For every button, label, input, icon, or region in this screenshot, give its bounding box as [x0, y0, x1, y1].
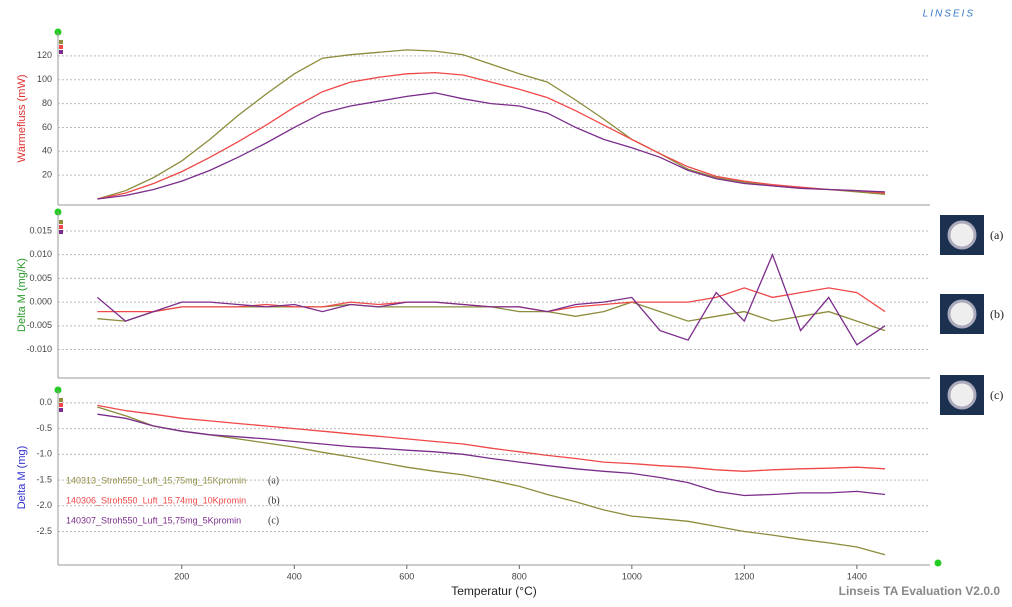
series-swatch	[59, 408, 63, 412]
y-tick-label: -0.005	[26, 320, 52, 330]
y-axis-label: Delta M (mg/K)	[16, 258, 28, 332]
photo-crucible	[947, 220, 977, 250]
photo-label: (b)	[990, 307, 1004, 321]
y-tick-label: 20	[42, 170, 52, 180]
photo-crucible	[947, 380, 977, 410]
y-axis-label: Delta M (mg)	[16, 446, 28, 510]
legend-tag: (a)	[268, 475, 279, 486]
y-tick-label: -0.010	[26, 344, 52, 354]
y-tick-label: 0.000	[29, 296, 52, 306]
photo-label: (a)	[990, 228, 1003, 242]
data-line	[97, 287, 886, 313]
y-tick-label: -1.5	[36, 474, 52, 484]
footer: Linseis TA Evaluation V2.0.0	[839, 584, 1001, 598]
x-tick-label: 1200	[734, 571, 754, 581]
y-tick-label: 0.005	[29, 273, 52, 283]
logo: LINSEIS	[923, 9, 975, 20]
y-tick-label: -0.5	[36, 423, 52, 433]
sample-photos	[940, 215, 984, 415]
y-tick-label: -1.0	[36, 449, 52, 459]
photo-crucible	[947, 299, 977, 329]
data-line	[97, 49, 886, 200]
y-tick-label: 100	[37, 74, 52, 84]
series-swatch	[59, 230, 63, 234]
photo-label: (c)	[990, 388, 1003, 402]
x-tick-label: 200	[174, 571, 189, 581]
series-swatch	[59, 40, 63, 44]
x-tick-label: 800	[512, 571, 527, 581]
data-line	[97, 406, 886, 556]
series-swatch	[59, 45, 63, 49]
y-tick-label: -2.0	[36, 500, 52, 510]
series-swatch	[59, 50, 63, 54]
legend-entry: 140306_Stroh550_Luft_15,74mg_10Kpromin	[66, 495, 246, 505]
legend-tag: (b)	[268, 495, 280, 506]
data-line	[97, 404, 886, 472]
data-line	[96, 252, 886, 346]
y-tick-label: 40	[42, 146, 52, 156]
legend-entry: 140307_Stroh550_Luft_15,75mg_5Kpromin	[66, 515, 241, 525]
series-swatch	[59, 398, 63, 402]
series-swatch	[59, 225, 63, 229]
x-tick-label: 400	[287, 571, 302, 581]
y-tick-label: 0.015	[29, 225, 52, 235]
legend-entry: 140313_Stroh550_Luft_15,75mg_15Kpromin	[66, 475, 246, 485]
x-axis-label: Temperatur (°C)	[451, 584, 536, 598]
y-axis-label: Wärmefluss (mW)	[16, 75, 28, 163]
x-tick-label: 600	[399, 571, 414, 581]
data-line	[97, 413, 886, 497]
y-tick-label: 0.0	[39, 397, 52, 407]
y-tick-label: 80	[42, 98, 52, 108]
x-tick-label: 1400	[847, 571, 867, 581]
x-tick-label: 1000	[622, 571, 642, 581]
y-tick-label: 120	[37, 50, 52, 60]
series-swatch	[59, 220, 63, 224]
y-tick-label: 60	[42, 122, 52, 132]
marker-dot	[934, 559, 942, 567]
data-line	[97, 71, 886, 200]
legend-tag: (c)	[268, 515, 279, 526]
series-swatch	[59, 403, 63, 407]
data-line	[97, 92, 886, 200]
y-tick-label: -2.5	[36, 526, 52, 536]
y-tick-label: 0.010	[29, 249, 52, 259]
